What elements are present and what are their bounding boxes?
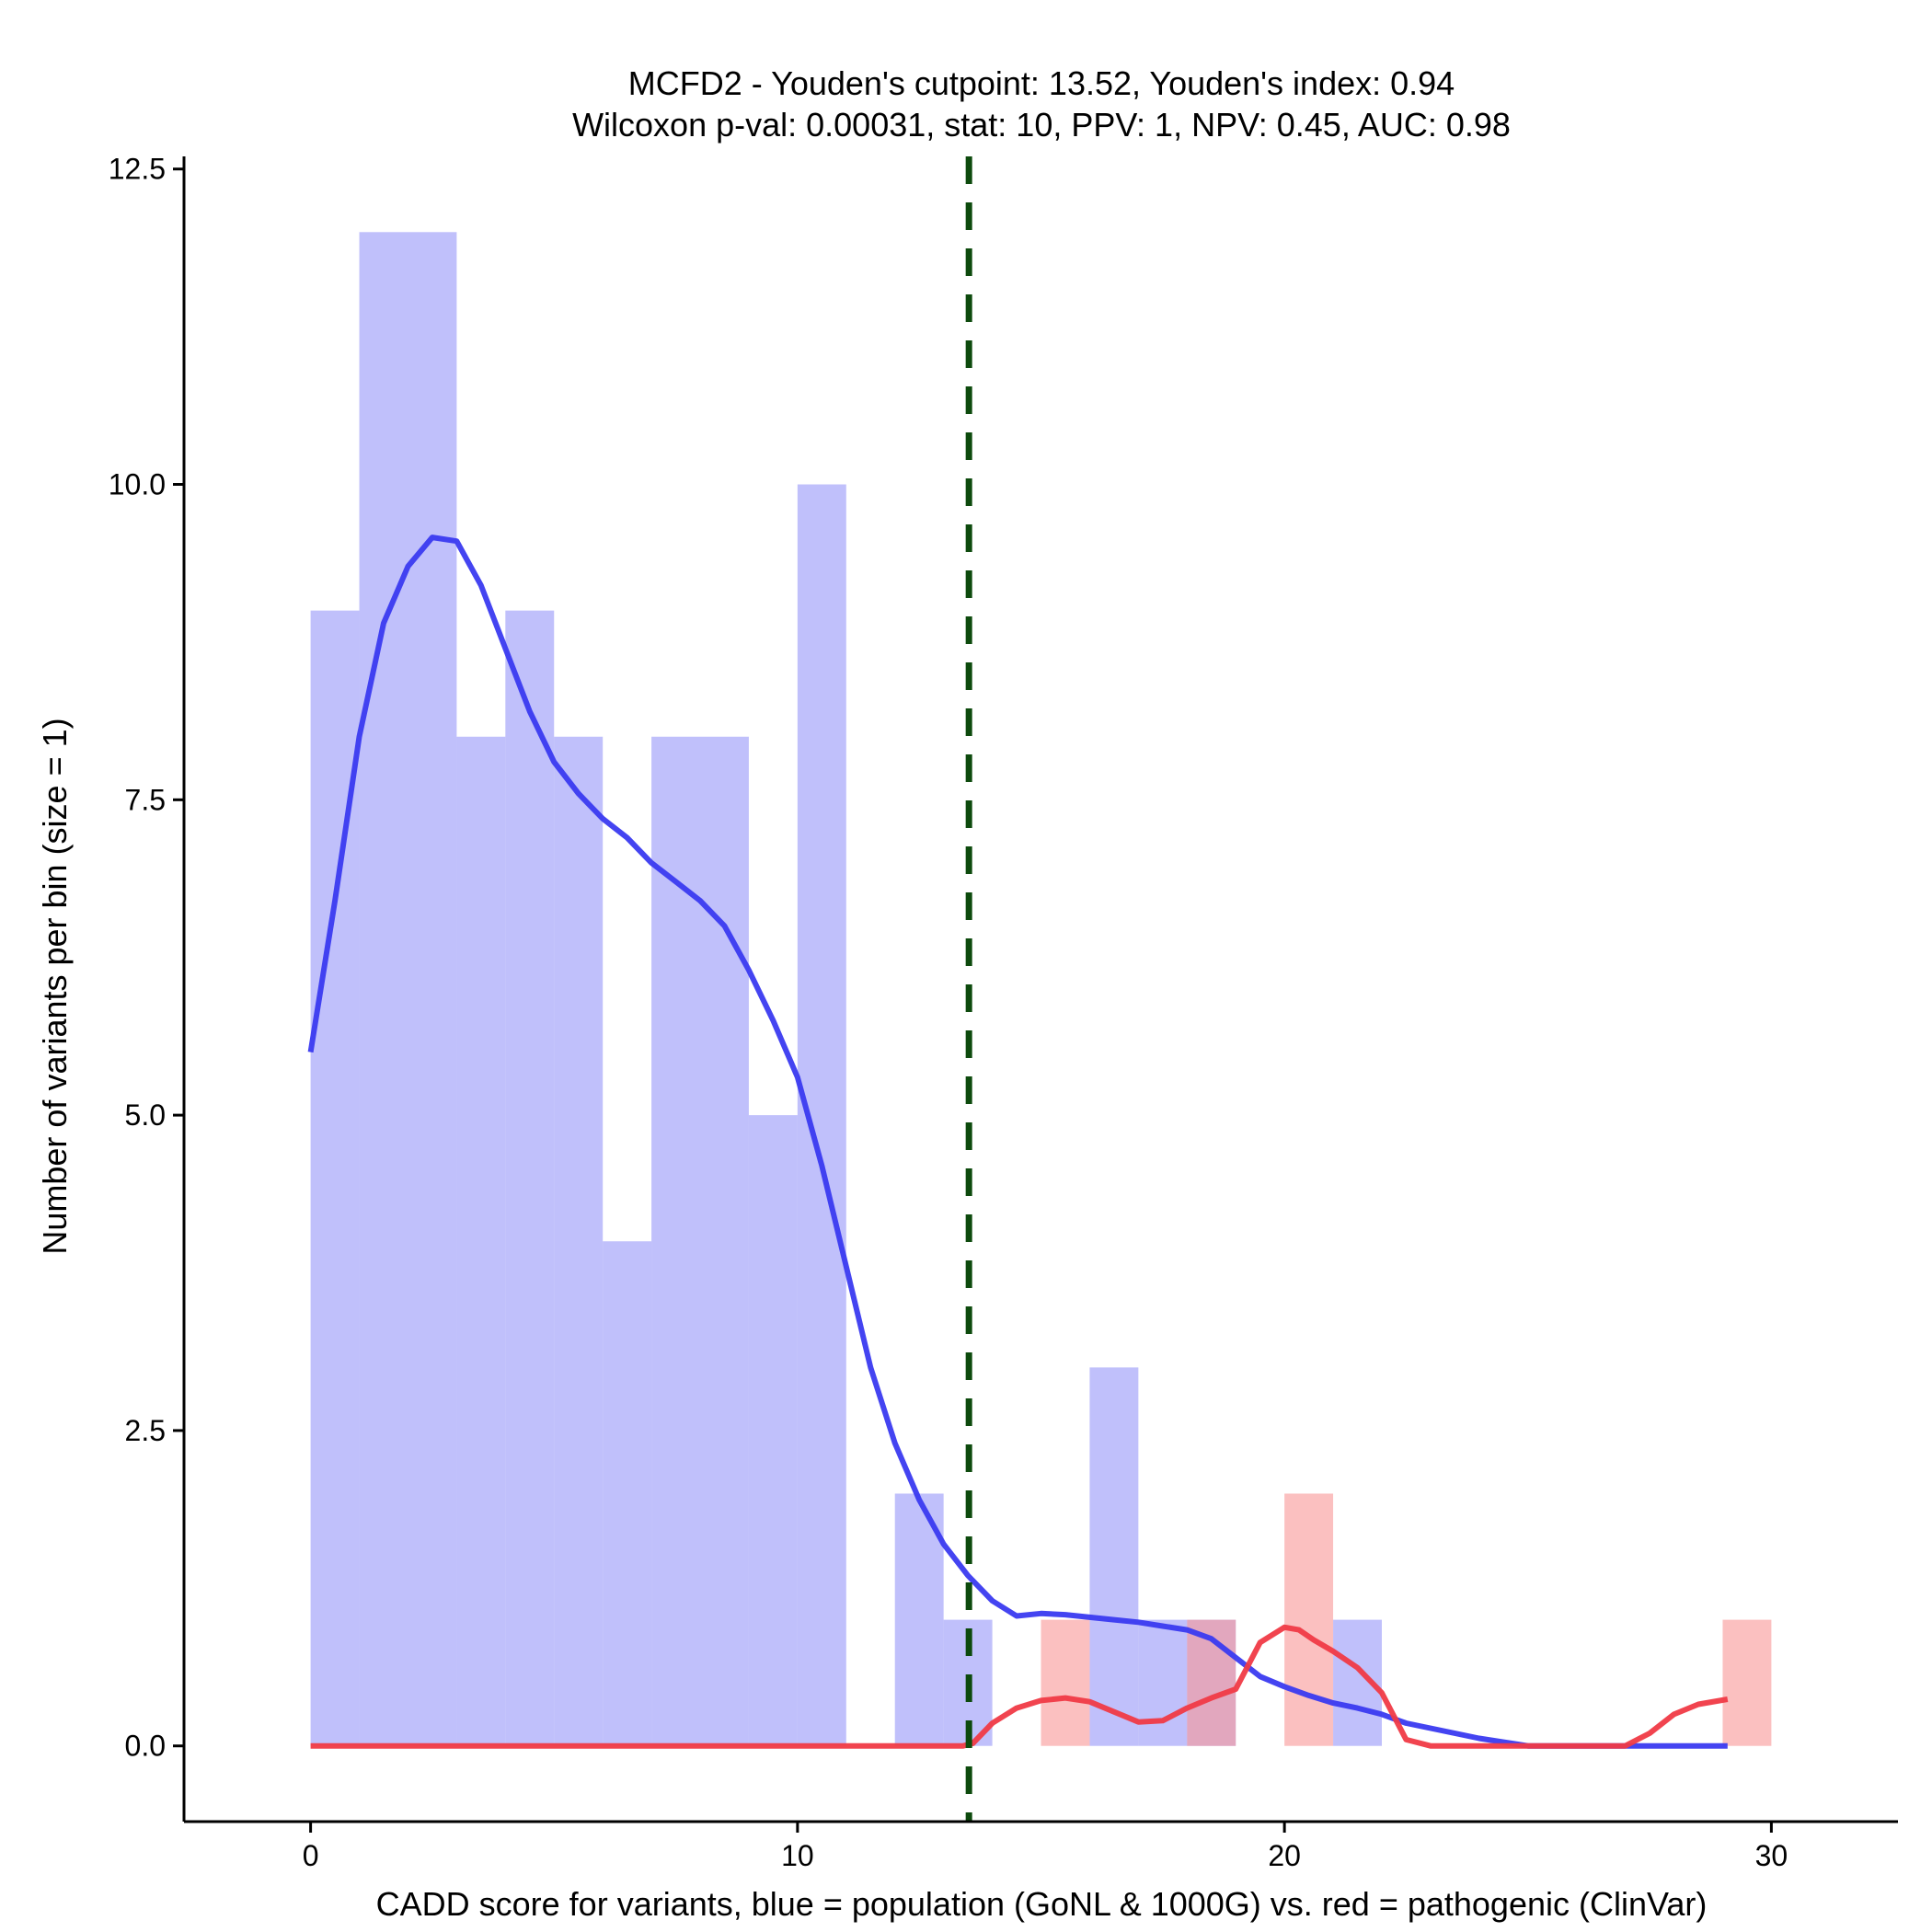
population-bar-17 xyxy=(1138,1619,1188,1746)
population-bar-1 xyxy=(359,232,408,1746)
axes-layer: 0.0 2.5 5.0 7.5 10.0 12.5 0 10 20 30 xyxy=(109,153,1898,1872)
population-density-line xyxy=(307,535,1728,1749)
y-tick-label: 2.5 xyxy=(125,1414,166,1447)
y-tick-label: 7.5 xyxy=(125,783,166,816)
chart-title: MCFD2 - Youden's cutpoint: 13.52, Youden… xyxy=(628,64,1455,102)
population-bar-16 xyxy=(1089,1367,1139,1746)
pathogenic-bar-20 xyxy=(1284,1493,1334,1746)
x-axis-title: CADD score for variants, blue = populati… xyxy=(376,1885,1708,1923)
y-tick-label: 12.5 xyxy=(109,153,166,186)
y-tick-label: 5.0 xyxy=(125,1098,166,1132)
population-bar-10 xyxy=(797,484,846,1746)
y-axis-title: Number of variants per bin (size = 1) xyxy=(36,718,74,1254)
x-tick-label: 20 xyxy=(1268,1839,1301,1872)
bars-layer xyxy=(310,232,1772,1746)
population-bar-5 xyxy=(554,736,604,1746)
population-bar-4 xyxy=(505,610,555,1746)
pathogenic-bar-29 xyxy=(1722,1619,1772,1746)
population-bar-7 xyxy=(651,736,701,1746)
population-bar-3 xyxy=(456,736,506,1746)
population-bar-6 xyxy=(603,1241,652,1746)
x-tick-label: 0 xyxy=(303,1839,319,1872)
pathogenic-bar-15 xyxy=(1041,1619,1090,1746)
chart-subtitle: Wilcoxon p-val: 0.00031, stat: 10, PPV: … xyxy=(572,106,1511,144)
population-bar-12 xyxy=(894,1493,944,1746)
population-bar-9 xyxy=(748,1115,798,1746)
y-tick-label: 10.0 xyxy=(109,468,166,501)
x-tick-label: 10 xyxy=(781,1839,814,1872)
population-bar-8 xyxy=(700,736,749,1746)
y-tick-label: 0.0 xyxy=(125,1730,166,1763)
density-lines-layer xyxy=(307,156,1729,1822)
x-tick-label: 30 xyxy=(1755,1839,1788,1872)
population-bar-2 xyxy=(408,232,457,1746)
pathogenic-density-line xyxy=(310,1624,1729,1749)
